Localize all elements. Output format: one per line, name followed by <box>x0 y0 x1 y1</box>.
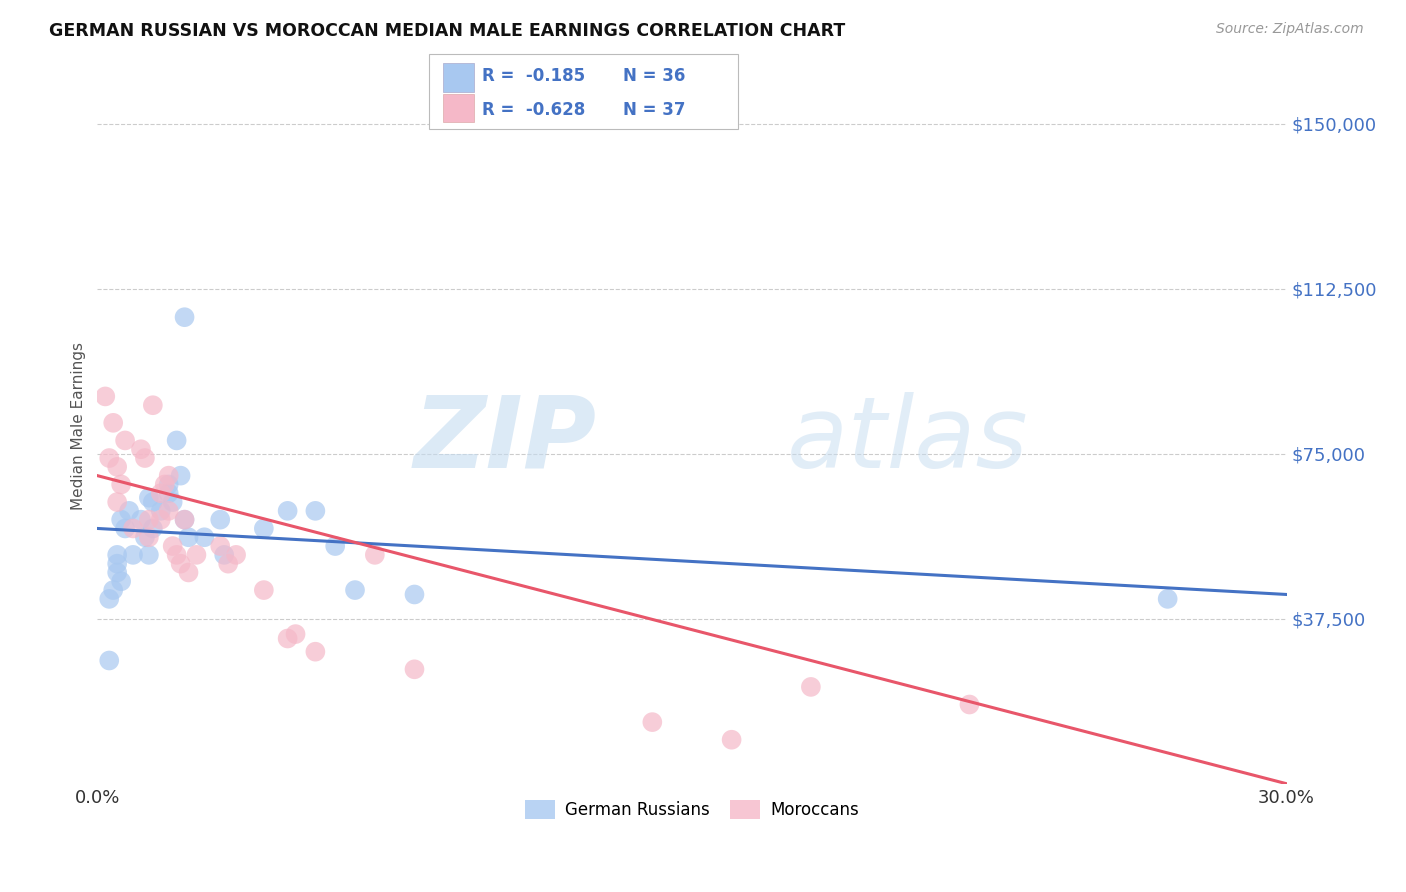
Point <box>253 583 276 598</box>
Point <box>364 548 387 562</box>
Point <box>134 450 156 465</box>
Point <box>641 715 664 730</box>
Point <box>103 583 125 598</box>
Point <box>157 468 180 483</box>
Point <box>105 566 128 580</box>
Legend: German Russians, Moroccans: German Russians, Moroccans <box>519 793 865 825</box>
Point <box>277 632 299 646</box>
Point <box>166 434 188 448</box>
Point <box>323 539 346 553</box>
Point <box>94 389 117 403</box>
Point <box>404 662 426 676</box>
Point <box>105 459 128 474</box>
Point <box>959 698 981 712</box>
Point <box>149 486 172 500</box>
Point <box>129 513 152 527</box>
Text: N = 36: N = 36 <box>623 67 685 85</box>
Text: GERMAN RUSSIAN VS MOROCCAN MEDIAN MALE EARNINGS CORRELATION CHART: GERMAN RUSSIAN VS MOROCCAN MEDIAN MALE E… <box>49 22 845 40</box>
Point <box>105 557 128 571</box>
Point <box>225 548 247 562</box>
Text: ZIP: ZIP <box>413 392 596 489</box>
Point <box>138 491 160 505</box>
Point <box>209 513 232 527</box>
Point <box>142 398 165 412</box>
Point <box>114 434 136 448</box>
Point <box>169 557 191 571</box>
Point <box>114 521 136 535</box>
Text: R =  -0.185: R = -0.185 <box>482 67 585 85</box>
Point <box>142 495 165 509</box>
Point <box>277 504 299 518</box>
Point <box>157 477 180 491</box>
Point <box>253 521 276 535</box>
Point <box>344 583 367 598</box>
Point <box>169 468 191 483</box>
Point <box>138 513 160 527</box>
Point <box>105 495 128 509</box>
Point <box>173 310 195 325</box>
Point <box>129 442 152 457</box>
Point <box>304 645 326 659</box>
Point <box>98 591 121 606</box>
Point <box>284 627 307 641</box>
Point <box>103 416 125 430</box>
Point <box>404 587 426 601</box>
Point <box>110 477 132 491</box>
Point <box>173 513 195 527</box>
Point <box>142 521 165 535</box>
Point <box>138 548 160 562</box>
Text: atlas: atlas <box>787 392 1029 489</box>
Point <box>720 732 742 747</box>
Point <box>138 530 160 544</box>
Point <box>173 513 195 527</box>
Point <box>157 504 180 518</box>
Text: R =  -0.628: R = -0.628 <box>482 101 585 119</box>
Point <box>153 477 176 491</box>
Point <box>212 548 235 562</box>
Point <box>110 574 132 589</box>
Text: N = 37: N = 37 <box>623 101 685 119</box>
Point <box>162 539 184 553</box>
Point <box>304 504 326 518</box>
Text: Source: ZipAtlas.com: Source: ZipAtlas.com <box>1216 22 1364 37</box>
Point <box>800 680 823 694</box>
Point <box>162 495 184 509</box>
Point <box>177 566 200 580</box>
Point <box>122 521 145 535</box>
Point <box>105 548 128 562</box>
Point <box>157 486 180 500</box>
Point <box>186 548 208 562</box>
Point <box>193 530 215 544</box>
Point <box>98 450 121 465</box>
Point <box>1156 591 1178 606</box>
Point <box>134 530 156 544</box>
Point <box>149 513 172 527</box>
Point <box>209 539 232 553</box>
Point <box>118 504 141 518</box>
Point <box>149 504 172 518</box>
Point <box>110 513 132 527</box>
Y-axis label: Median Male Earnings: Median Male Earnings <box>72 343 86 510</box>
Point <box>177 530 200 544</box>
Point <box>217 557 239 571</box>
Point <box>122 548 145 562</box>
Point <box>166 548 188 562</box>
Point <box>98 653 121 667</box>
